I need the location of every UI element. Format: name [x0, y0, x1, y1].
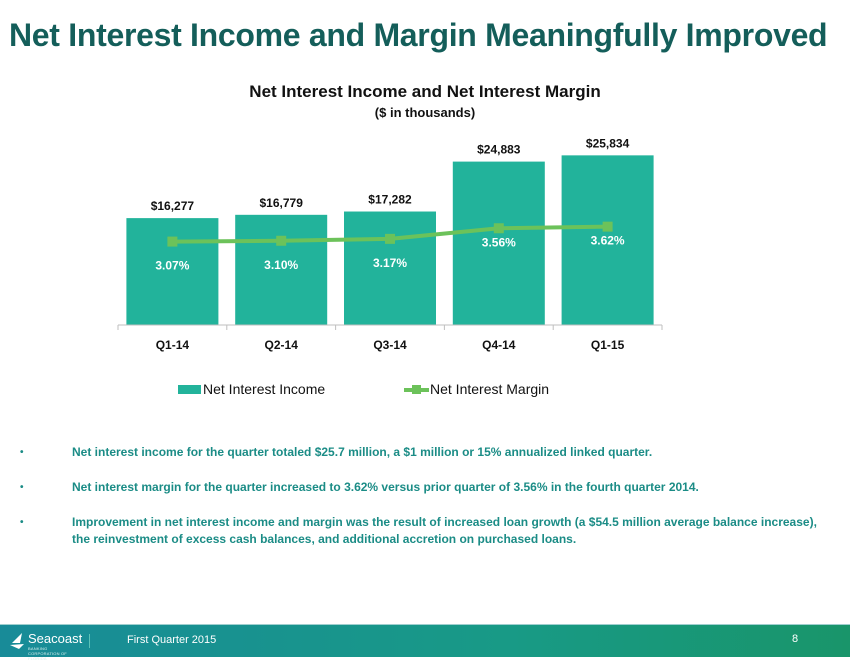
bar-value-label: $24,883 [477, 143, 521, 157]
margin-marker [493, 223, 504, 234]
page-number: 8 [792, 633, 799, 645]
sail-icon [10, 633, 24, 649]
bar [561, 155, 654, 325]
margin-value-label: 3.17% [373, 256, 407, 270]
bullet-item: • Improvement in net interest income and… [20, 514, 820, 548]
bullet-icon: • [20, 482, 24, 493]
footer: Seacoast BANKING CORPORATION OF FLORIDA … [0, 625, 850, 661]
bar [452, 161, 545, 325]
margin-marker [276, 235, 287, 246]
legend-swatch-line [404, 384, 429, 394]
x-tick-label: Q2-14 [265, 338, 299, 352]
bullet-item: • Net interest income for the quarter to… [20, 444, 820, 461]
margin-marker [602, 221, 613, 232]
margin-value-label: 3.62% [591, 234, 625, 248]
bullet-item: • Net interest margin for the quarter in… [20, 479, 820, 496]
bullet-text: Net interest income for the quarter tota… [72, 445, 653, 459]
margin-value-label: 3.07% [155, 259, 189, 273]
chart-subtitle: ($ in thousands) [374, 105, 476, 120]
legend-swatch-bar [178, 384, 201, 394]
x-tick-label: Q1-15 [591, 338, 625, 352]
x-tick-label: Q4-14 [482, 338, 516, 352]
x-tick-label: Q3-14 [373, 338, 407, 352]
legend-item-net-interest-margin: Net Interest Margin [404, 381, 549, 397]
margin-marker [167, 236, 178, 247]
logo-name: Seacoast [28, 631, 83, 646]
legend-label: Net Interest Income [203, 381, 326, 397]
footer-separator [89, 634, 90, 648]
bar-value-label: $16,779 [260, 196, 304, 210]
chart-title: Net Interest Income and Net Interest Mar… [249, 82, 601, 101]
margin-value-label: 3.56% [482, 235, 516, 249]
footer-divider [0, 624, 850, 625]
x-tick-label: Q1-14 [156, 338, 190, 352]
bar-value-label: $16,277 [151, 199, 195, 213]
combo-chart: $16,277 Q1-14 $16,779 Q2-14 $17,282 Q3-14 $24,… [117, 136, 663, 352]
legend-item-net-interest-income: Net Interest Income [178, 381, 325, 397]
slide-title: Net Interest Income and Margin Meaningfu… [9, 17, 828, 53]
bar [126, 218, 219, 325]
legend-label: Net Interest Margin [430, 381, 550, 397]
bullet-icon: • [20, 517, 24, 528]
bullet-text: Improvement in net interest income and m… [72, 515, 817, 546]
bullet-text: Net interest margin for the quarter incr… [72, 480, 699, 494]
bullet-icon: • [20, 447, 24, 458]
bar [344, 211, 436, 325]
bar-value-label: $17,282 [368, 193, 412, 207]
bar-value-label: $25,834 [586, 136, 630, 150]
bar [235, 214, 328, 325]
margin-value-label: 3.10% [264, 258, 298, 272]
footer-text: First Quarter 2015 [127, 634, 217, 646]
bullet-list: • Net interest income for the quarter to… [20, 444, 820, 566]
margin-marker [385, 233, 395, 244]
logo-subtitle: BANKING CORPORATION OF FLORIDA [28, 646, 67, 661]
